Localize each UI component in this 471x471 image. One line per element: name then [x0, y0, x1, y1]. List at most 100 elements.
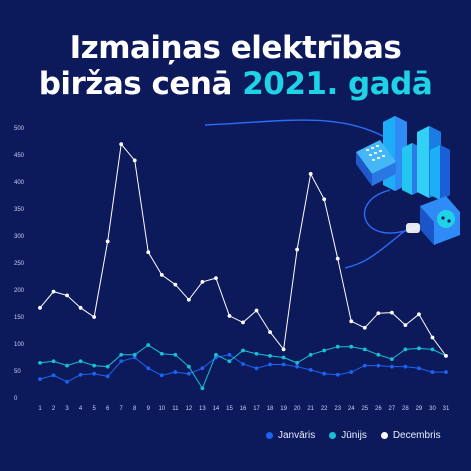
x-tick-label: 15: [226, 406, 233, 412]
x-tick-label: 20: [294, 406, 301, 412]
y-tick-label: 300: [14, 234, 25, 240]
title-accent: 2021. gadā: [242, 66, 433, 102]
data-point-junijs: [389, 357, 394, 362]
legend-item-janvaris: Janvāris: [266, 430, 315, 441]
data-point-janvaris: [200, 366, 205, 371]
y-tick-label: 150: [14, 315, 25, 321]
x-tick-label: 1: [38, 406, 42, 412]
data-point-decembris: [38, 305, 42, 310]
data-point-decembris: [105, 239, 110, 244]
data-point-decembris: [65, 293, 69, 298]
data-point-junijs: [214, 352, 218, 357]
data-point-decembris: [92, 315, 97, 319]
data-point-decembris: [119, 142, 124, 147]
data-point-janvaris: [295, 364, 300, 369]
data-point-janvaris: [308, 368, 313, 372]
data-point-decembris: [78, 305, 83, 310]
data-point-junijs: [200, 386, 205, 391]
data-point-janvaris: [51, 373, 56, 378]
x-tick-label: 3: [65, 406, 69, 412]
data-point-decembris: [159, 272, 164, 277]
data-point-decembris: [281, 347, 286, 352]
x-tick-label: 16: [240, 406, 247, 412]
data-point-junijs: [241, 348, 245, 353]
series-layer: [38, 142, 448, 391]
x-tick-label: 26: [375, 406, 382, 412]
x-tick-label: 5: [92, 406, 96, 412]
data-point-decembris: [173, 282, 178, 287]
x-tick-label: 24: [348, 406, 355, 412]
y-tick-label: 250: [14, 261, 25, 267]
data-point-decembris: [308, 172, 313, 176]
legend-dot-icon: [329, 432, 337, 439]
data-point-decembris: [376, 311, 381, 316]
data-point-janvaris: [159, 373, 164, 378]
data-point-decembris: [295, 247, 300, 252]
x-tick-label: 17: [253, 406, 260, 412]
data-point-junijs: [335, 344, 340, 349]
data-point-junijs: [308, 352, 313, 357]
y-tick-label: 50: [14, 369, 21, 375]
x-tick-label: 12: [186, 406, 193, 412]
x-tick-label: 8: [133, 406, 137, 412]
data-point-junijs: [119, 352, 124, 357]
data-point-janvaris: [281, 362, 286, 367]
data-point-junijs: [403, 347, 408, 352]
y-tick-label: 100: [14, 342, 25, 348]
x-tick-label: 30: [429, 406, 436, 412]
data-point-junijs: [417, 346, 421, 351]
title-main: biržas cenā: [38, 66, 233, 102]
x-tick-label: 2: [52, 406, 56, 412]
data-point-decembris: [403, 323, 408, 327]
data-point-janvaris: [78, 372, 83, 377]
power-socket-icon: [420, 196, 460, 245]
legend-item-decembris: Decembris: [380, 430, 441, 441]
data-point-junijs: [65, 363, 69, 368]
data-point-junijs: [430, 347, 435, 352]
data-point-janvaris: [254, 366, 259, 371]
data-point-janvaris: [430, 370, 435, 374]
data-point-junijs: [78, 359, 83, 364]
data-point-decembris: [335, 256, 340, 261]
y-tick-label: 450: [14, 153, 25, 159]
data-point-janvaris: [322, 371, 327, 376]
data-point-janvaris: [186, 371, 191, 376]
data-point-decembris: [254, 308, 259, 313]
data-point-janvaris: [241, 362, 245, 366]
data-point-decembris: [132, 158, 137, 163]
legend-label: Decembris: [392, 430, 441, 441]
legend-dot-icon: [266, 432, 273, 439]
data-point-junijs: [105, 364, 110, 369]
x-tick-label: 19: [280, 406, 287, 412]
y-axis: 0 50 100 150 200 250 300 350 400 450 500: [14, 126, 25, 402]
x-tick-label: 21: [307, 406, 314, 412]
data-point-junijs: [362, 347, 367, 352]
data-point-janvaris: [65, 379, 69, 384]
x-tick-label: 11: [172, 406, 179, 412]
y-tick-label: 400: [14, 180, 25, 186]
data-point-junijs: [38, 361, 42, 365]
plug-icon: [344, 223, 420, 269]
x-tick-label: 14: [213, 406, 220, 412]
x-tick-label: 23: [334, 406, 341, 412]
data-point-junijs: [173, 352, 178, 357]
data-point-junijs: [295, 361, 300, 365]
data-point-junijs: [51, 359, 56, 364]
data-point-janvaris: [362, 363, 367, 368]
data-point-janvaris: [92, 371, 97, 376]
x-tick-label: 29: [416, 406, 423, 412]
data-point-decembris: [241, 320, 245, 325]
legend-label: Janvāris: [278, 430, 316, 441]
data-point-janvaris: [38, 377, 42, 381]
data-point-junijs: [159, 351, 164, 356]
x-tick-label: 7: [120, 406, 124, 412]
x-tick-label: 28: [402, 406, 409, 412]
data-point-decembris: [389, 310, 394, 315]
data-point-janvaris: [349, 370, 354, 374]
data-point-decembris: [444, 353, 448, 358]
data-point-janvaris: [403, 364, 408, 369]
data-point-janvaris: [389, 364, 394, 369]
data-point-janvaris: [376, 363, 381, 368]
data-point-junijs: [186, 364, 191, 369]
x-tick-label: 10: [158, 406, 165, 412]
